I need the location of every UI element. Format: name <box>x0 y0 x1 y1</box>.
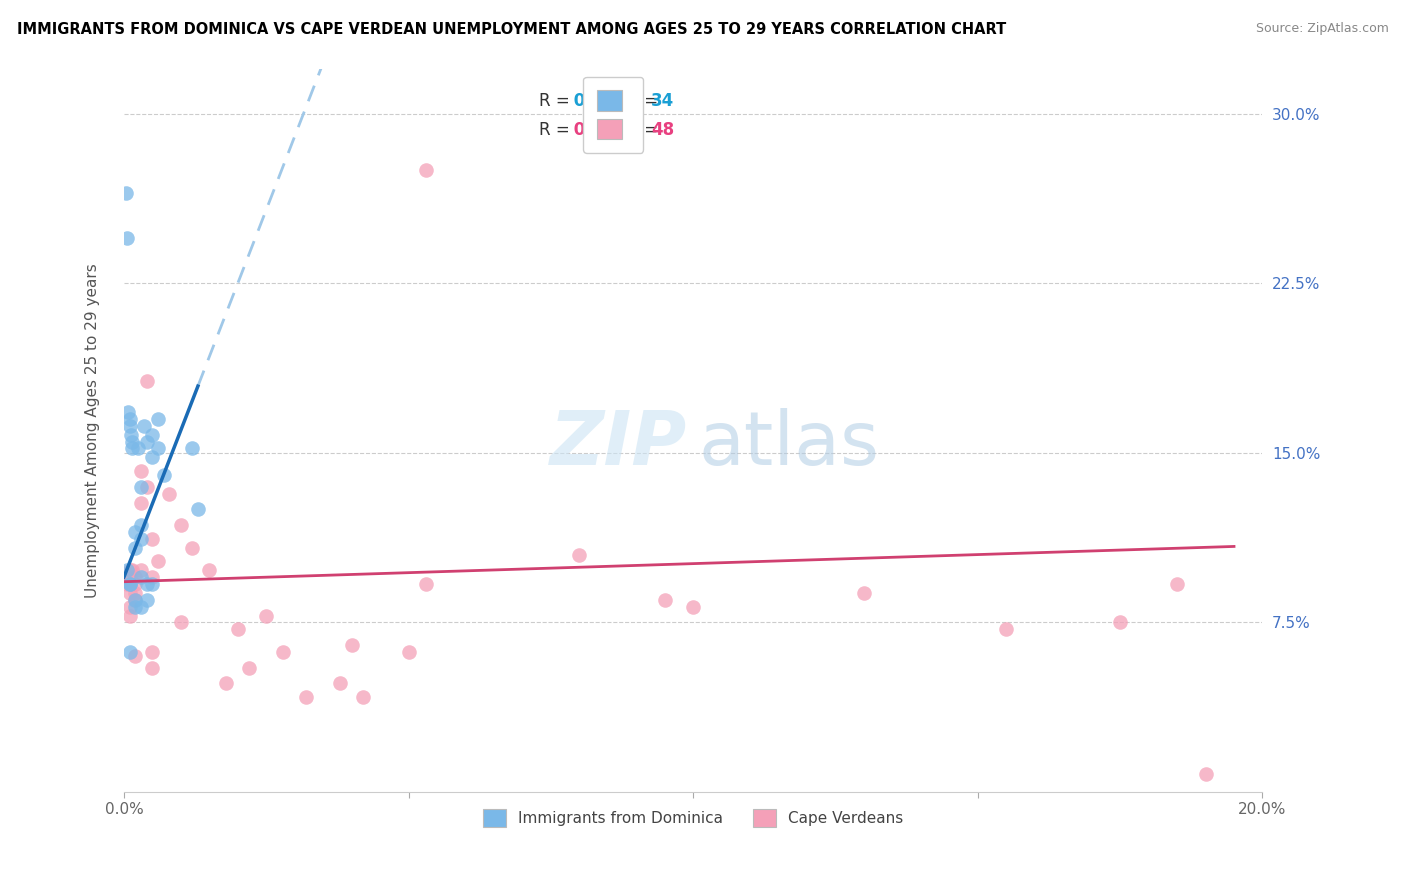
Point <box>124 592 146 607</box>
Point <box>273 645 295 659</box>
Point <box>152 468 174 483</box>
Point <box>124 599 146 614</box>
Point <box>117 405 139 419</box>
Text: 0.198: 0.198 <box>568 92 626 110</box>
Point <box>1194 767 1216 781</box>
Point <box>129 495 152 509</box>
Text: R =: R = <box>540 121 575 139</box>
Point <box>1166 577 1188 591</box>
Point <box>124 524 146 539</box>
Point <box>118 586 141 600</box>
Point <box>135 480 157 494</box>
Point <box>124 649 146 664</box>
Point <box>118 418 141 433</box>
Point <box>187 502 209 516</box>
Point <box>118 599 141 614</box>
Text: 48: 48 <box>651 121 675 139</box>
Point <box>115 577 138 591</box>
Point <box>398 645 420 659</box>
Point <box>124 541 146 555</box>
Text: R =: R = <box>540 92 575 110</box>
Point <box>135 577 157 591</box>
Point <box>129 532 152 546</box>
Text: atlas: atlas <box>699 409 880 481</box>
Point <box>141 532 163 546</box>
Point <box>1109 615 1132 630</box>
Point <box>118 577 141 591</box>
Point <box>146 412 169 426</box>
Point <box>141 427 163 442</box>
Point <box>118 563 141 577</box>
Point <box>141 645 163 659</box>
Point <box>118 577 141 591</box>
Point <box>852 586 875 600</box>
Point <box>117 231 139 245</box>
Point <box>254 608 277 623</box>
Point <box>170 615 193 630</box>
Point <box>121 442 143 456</box>
Point <box>215 676 238 690</box>
Point <box>181 442 204 456</box>
Point <box>159 486 181 500</box>
Text: 0.028: 0.028 <box>568 121 626 139</box>
Point <box>141 660 163 674</box>
Point <box>127 442 149 456</box>
Point <box>141 577 163 591</box>
Point <box>118 608 141 623</box>
Point <box>170 518 193 533</box>
Point <box>129 599 152 614</box>
Point <box>129 570 152 584</box>
Point <box>340 638 363 652</box>
Text: Source: ZipAtlas.com: Source: ZipAtlas.com <box>1256 22 1389 36</box>
Point <box>118 412 141 426</box>
Point <box>181 541 204 555</box>
Text: N =: N = <box>616 121 664 139</box>
Point <box>415 163 437 178</box>
Point <box>568 548 591 562</box>
Point <box>415 577 437 591</box>
Point <box>121 434 143 449</box>
Point <box>129 480 152 494</box>
Point <box>146 442 169 456</box>
Point <box>118 570 141 584</box>
Text: 34: 34 <box>651 92 675 110</box>
Point <box>129 464 152 478</box>
Point <box>995 622 1018 636</box>
Point <box>682 599 704 614</box>
Point <box>352 690 374 704</box>
Point <box>654 592 676 607</box>
Point <box>124 586 146 600</box>
Point <box>295 690 318 704</box>
Point <box>238 660 260 674</box>
Point <box>124 570 146 584</box>
Point <box>141 450 163 465</box>
Text: ZIP: ZIP <box>550 409 688 481</box>
Point <box>198 563 221 577</box>
Point <box>115 186 138 200</box>
Point <box>135 592 157 607</box>
Point <box>115 563 138 577</box>
Point <box>129 563 152 577</box>
Point <box>141 570 163 584</box>
Point <box>329 676 352 690</box>
Point <box>121 563 143 577</box>
Point <box>132 418 155 433</box>
Point <box>135 434 157 449</box>
Point <box>226 622 249 636</box>
Point <box>120 427 142 442</box>
Point <box>135 374 157 388</box>
Point <box>146 554 169 568</box>
Text: N =: N = <box>616 92 664 110</box>
Point <box>124 592 146 607</box>
Legend: Immigrants from Dominica, Cape Verdeans: Immigrants from Dominica, Cape Verdeans <box>475 801 911 835</box>
Text: IMMIGRANTS FROM DOMINICA VS CAPE VERDEAN UNEMPLOYMENT AMONG AGES 25 TO 29 YEARS : IMMIGRANTS FROM DOMINICA VS CAPE VERDEAN… <box>17 22 1007 37</box>
Point <box>118 645 141 659</box>
Point <box>129 518 152 533</box>
Point <box>124 577 146 591</box>
Point <box>118 577 141 591</box>
Y-axis label: Unemployment Among Ages 25 to 29 years: Unemployment Among Ages 25 to 29 years <box>86 263 100 598</box>
